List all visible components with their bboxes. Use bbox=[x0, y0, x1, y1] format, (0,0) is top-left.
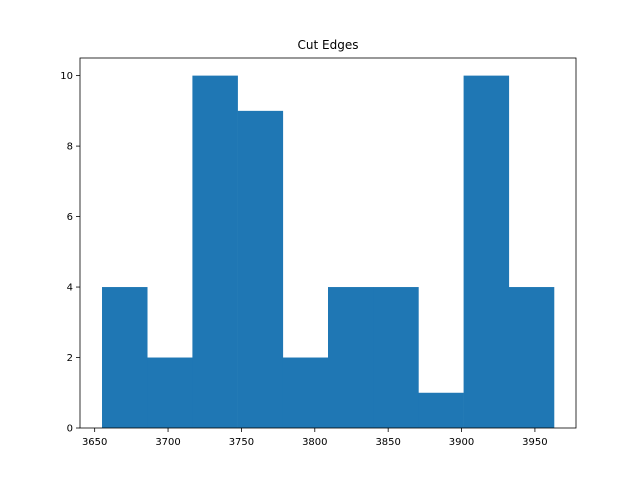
histogram-bar bbox=[373, 287, 419, 428]
histogram-bar bbox=[102, 287, 148, 428]
x-tick-label: 3700 bbox=[155, 437, 180, 448]
x-tick-label: 3950 bbox=[522, 437, 547, 448]
histogram-bar bbox=[237, 110, 284, 428]
histogram-bar bbox=[328, 287, 374, 428]
x-tick-label: 3800 bbox=[302, 437, 327, 448]
x-tick-label: 3650 bbox=[82, 437, 107, 448]
x-tick-label: 3900 bbox=[449, 437, 474, 448]
y-axis: 0 2 4 6 8 10 bbox=[60, 71, 80, 435]
x-axis: 3650 3700 3750 3800 3850 3900 3950 bbox=[82, 428, 548, 448]
histogram-bar bbox=[282, 357, 329, 428]
x-tick-label: 3850 bbox=[375, 437, 400, 448]
plot-frame bbox=[79, 57, 577, 429]
histogram-bar bbox=[418, 392, 464, 428]
bars-group bbox=[102, 75, 555, 428]
histogram-bar bbox=[508, 287, 555, 428]
y-tick-label: 8 bbox=[67, 142, 73, 153]
x-tick-label: 3750 bbox=[229, 437, 254, 448]
y-tick-label: 6 bbox=[67, 212, 73, 223]
histogram-bar bbox=[192, 75, 238, 428]
chart-title: Cut Edges bbox=[298, 38, 359, 52]
y-tick-label: 4 bbox=[67, 283, 73, 294]
histogram-bar bbox=[463, 75, 510, 428]
y-tick-label: 0 bbox=[67, 424, 73, 435]
histogram-bar bbox=[147, 357, 193, 428]
y-tick-label: 2 bbox=[67, 353, 73, 364]
y-tick-label: 10 bbox=[60, 71, 73, 82]
